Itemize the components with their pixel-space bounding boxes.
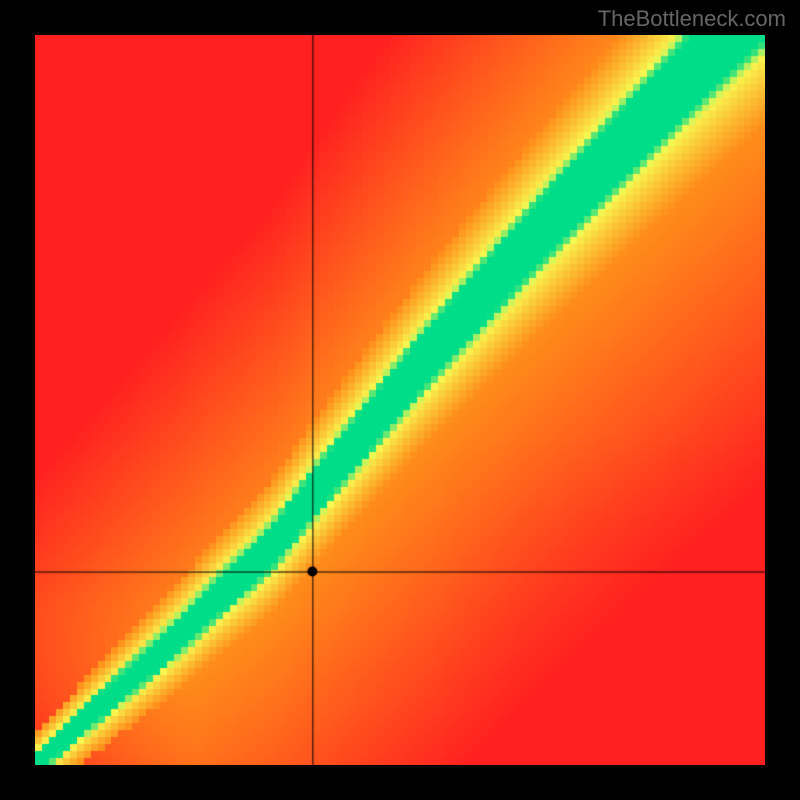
heatmap-canvas bbox=[35, 35, 765, 765]
heatmap-plot bbox=[35, 35, 765, 765]
watermark-text: TheBottleneck.com bbox=[598, 6, 786, 32]
chart-container: TheBottleneck.com bbox=[0, 0, 800, 800]
